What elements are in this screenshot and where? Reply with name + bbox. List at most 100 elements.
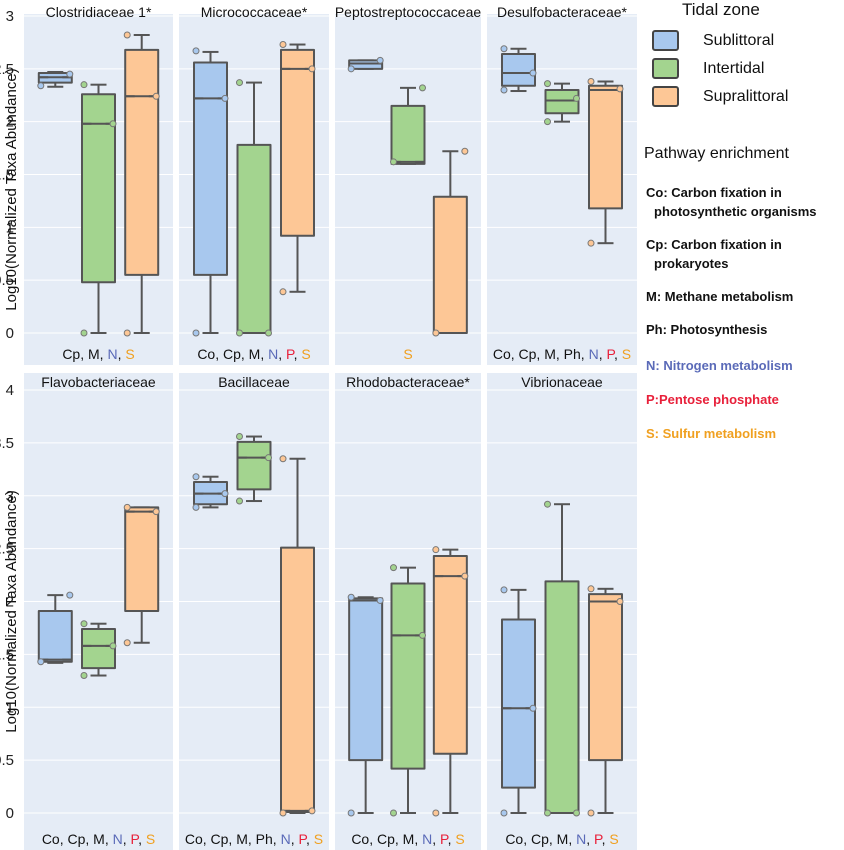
box-supralittoral (124, 48, 160, 276)
y-tick-label: 2 (6, 114, 14, 131)
y-tick-label: 0.5 (0, 272, 14, 289)
pathway-code: Co, Cp, M, Ph, (185, 831, 281, 847)
data-point-supralittoral (279, 455, 287, 463)
data-point-supralittoral (587, 239, 595, 247)
data-point-supralittoral (152, 92, 160, 100)
box-sublittoral (193, 61, 228, 276)
panel-pathways: S (403, 346, 412, 362)
pathway-item-p: P:Pentose phosphate (646, 392, 779, 407)
data-point-intertidal (390, 809, 397, 817)
data-point-intertidal (544, 118, 551, 126)
panel-title: Rhodobacteraceae* (346, 374, 470, 390)
legend-label-sublittoral: Sublittoral (703, 31, 775, 49)
panel-pathways: Co, Cp, M, N, P, S (42, 831, 155, 847)
pathway-code: , (432, 831, 440, 847)
data-point-sublittoral (192, 47, 200, 55)
data-point-sublittoral (376, 56, 384, 64)
pathway-code: S (609, 831, 618, 847)
data-point-sublittoral (376, 596, 384, 604)
data-point-supralittoral (587, 585, 595, 593)
data-point-sublittoral (192, 473, 200, 481)
data-point-sublittoral (500, 809, 508, 817)
pathway-code: N (107, 346, 117, 362)
y-axis-label: Log10(Normalized Taxa Abundance) (3, 490, 20, 732)
data-point-supralittoral (279, 41, 287, 49)
pathway-code: N (422, 831, 432, 847)
data-point-supralittoral (432, 546, 440, 554)
data-point-intertidal (109, 642, 117, 650)
legend-item-sublittoral: Sublittoral (652, 30, 774, 51)
pathway-code: S (314, 831, 323, 847)
y-tick-label: 1.5 (0, 167, 14, 184)
box-supralittoral (588, 593, 623, 762)
pathway-code: P (594, 831, 603, 847)
pathway-code: P (440, 831, 449, 847)
panel-pathways: Co, Cp, M, N, P, S (505, 831, 618, 847)
data-point-intertidal (419, 84, 426, 92)
data-point-sublittoral (66, 70, 74, 78)
data-point-intertidal (573, 809, 580, 817)
data-point-supralittoral (308, 65, 316, 73)
box-supralittoral (280, 48, 315, 237)
y-axis-label: Log10(Normalized Taxa Abundance) (3, 68, 20, 310)
box-intertidal (236, 143, 272, 334)
pathway-code: N (589, 346, 599, 362)
data-point-sublittoral (347, 593, 355, 601)
y-tick-label: 1 (6, 699, 14, 716)
data-point-supralittoral (461, 147, 469, 155)
pathway-code: N (268, 346, 278, 362)
pathway-item-co-line2: photosynthetic organisms (654, 204, 817, 219)
box-supralittoral (432, 195, 468, 334)
data-point-sublittoral (37, 658, 45, 666)
panel-title: Flavobacteriaceae (41, 374, 156, 390)
box-intertidal (544, 580, 580, 814)
pathway-item-co: Co: Carbon fixation in photosynthetic or… (646, 183, 817, 221)
data-point-sublittoral (192, 503, 200, 511)
data-point-intertidal (236, 433, 243, 441)
data-point-sublittoral (529, 704, 537, 712)
pathway-code: Cp, M, (62, 346, 107, 362)
y-tick-label: 4 (6, 382, 14, 399)
data-point-sublittoral (500, 86, 508, 94)
data-point-supralittoral (123, 329, 131, 337)
y-tick-label: 3 (6, 8, 14, 25)
legend-swatch-sublittoral (652, 30, 679, 51)
panel-title: Peptostreptococcaceae (335, 4, 482, 20)
data-point-intertidal (419, 631, 426, 639)
y-tick-label: 0 (6, 805, 14, 822)
data-point-supralittoral (308, 807, 316, 815)
panel-title: Desulfobacteraceae* (497, 4, 628, 20)
data-point-intertidal (390, 158, 397, 166)
pathway-code: Co, Cp, M, Ph, (493, 346, 589, 362)
pathway-code: Co, Cp, M, (197, 346, 268, 362)
pathway-code: , (291, 831, 299, 847)
pathway-item-m: M: Methane metabolism (646, 289, 794, 304)
pathway-code: S (146, 831, 155, 847)
pathway-code: Co, Cp, M, (351, 831, 422, 847)
data-point-sublittoral (500, 586, 508, 594)
legend-item-supralittoral: Supralittoral (652, 86, 788, 107)
pathway-code: P (298, 831, 307, 847)
data-point-sublittoral (347, 65, 355, 73)
panel-pathways: Co, Cp, M, Ph, N, P, S (493, 346, 631, 362)
data-point-intertidal (109, 120, 117, 128)
pathway-code: , (294, 346, 302, 362)
data-point-intertidal (80, 620, 88, 628)
panel-title: Vibrionaceae (521, 374, 603, 390)
pathway-code: Co, Cp, M, (42, 831, 113, 847)
box-intertidal (236, 440, 272, 491)
panel-title: Bacillaceae (218, 374, 290, 390)
pathway-code: Co, Cp, M, (505, 831, 576, 847)
legend-swatch-intertidal (652, 58, 679, 79)
data-point-intertidal (265, 329, 272, 337)
data-point-supralittoral (461, 572, 469, 580)
pathway-code: , (138, 831, 146, 847)
y-tick-label: 1 (6, 219, 14, 236)
pathway-code: N (113, 831, 123, 847)
pathway-code: , (306, 831, 314, 847)
pathway-item-cp-line1: Cp: Carbon fixation in (646, 237, 782, 252)
pathway-item-ph: Ph: Photosynthesis (646, 322, 768, 337)
y-tick-label: 3 (6, 488, 14, 505)
data-point-intertidal (80, 672, 88, 680)
